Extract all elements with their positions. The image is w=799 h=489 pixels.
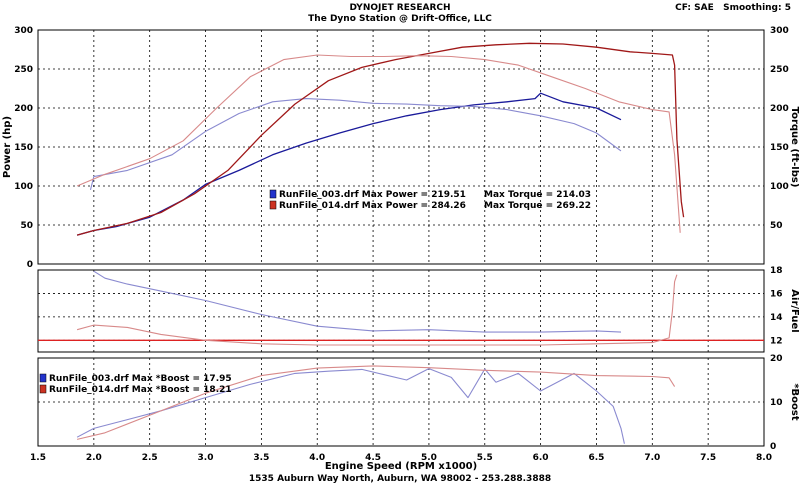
x-tick-label: 2.5 <box>142 453 158 463</box>
legend-swatch <box>39 384 47 394</box>
y-tick-right: 150 <box>770 143 789 153</box>
x-tick-label: 3.0 <box>198 453 214 463</box>
y-tick-right: 50 <box>770 221 783 231</box>
series-line <box>76 368 625 444</box>
legend-swatch <box>269 200 277 210</box>
legend-label: RunFile_014.drf Max Power = 284.26 <box>279 201 466 211</box>
y-tick-right: 18 <box>770 266 783 276</box>
x-tick-label: 1.5 <box>30 453 46 463</box>
y-tick-right: 10 <box>770 398 783 408</box>
plot-frame-air-fuel <box>37 269 765 353</box>
y-tick-left: 250 <box>14 65 33 75</box>
x-tick-label: 4.5 <box>365 453 381 463</box>
x-tick-label: 5.5 <box>477 453 493 463</box>
y-axis-label-left: Power (hp) <box>2 116 13 178</box>
x-tick-label: 7.0 <box>644 453 660 463</box>
series-line <box>76 365 676 440</box>
y-axis-label-right: *Boost <box>789 383 799 421</box>
y-tick-right: 20 <box>770 354 783 364</box>
settings-label: CF: SAE Smoothing: 5 <box>675 3 791 13</box>
series-line <box>93 270 622 333</box>
plot-frame-boost <box>37 357 765 447</box>
x-axis-label: Engine Speed (RPM x1000) <box>325 461 477 472</box>
y-tick-right: 300 <box>770 26 789 36</box>
series-line <box>89 98 622 191</box>
y-tick-left: 300 <box>14 26 33 36</box>
legend-swatch <box>39 373 47 383</box>
y-tick-left: 150 <box>14 143 33 153</box>
x-tick-label: 3.5 <box>253 453 269 463</box>
y-tick-right: 14 <box>770 313 783 323</box>
plot-frame-power-torque <box>37 29 765 265</box>
x-tick-label: 6.0 <box>533 453 549 463</box>
chart-title: DYNOJET RESEARCH <box>349 3 451 13</box>
legend-swatch <box>269 189 277 199</box>
x-tick-label: 5.0 <box>421 453 437 463</box>
x-tick-label: 8.0 <box>756 453 772 463</box>
y-tick-left: 0 <box>27 260 33 270</box>
series-line <box>76 42 685 236</box>
y-tick-right: 12 <box>770 336 783 346</box>
x-tick-label: 7.5 <box>700 453 716 463</box>
footer-address: 1535 Auburn Way North, Auburn, WA 98002 … <box>248 474 552 484</box>
series-line <box>76 274 678 346</box>
y-tick-right: 0 <box>770 442 776 452</box>
y-tick-right: 250 <box>770 65 789 75</box>
legend-label: RunFile_003.drf Max Power = 219.51 <box>279 190 466 200</box>
y-tick-right: 200 <box>770 104 789 114</box>
chart-subtitle: The Dyno Station @ Drift-Office, LLC <box>308 14 492 24</box>
y-tick-left: 200 <box>14 104 33 114</box>
y-tick-right: 100 <box>770 182 789 192</box>
legend-torque: Max Torque = 269.22 <box>484 201 591 211</box>
y-axis-label-right: Torque (ft-lbs) <box>789 107 799 188</box>
x-tick-label: 4.0 <box>309 453 325 463</box>
x-tick-label: 2.0 <box>86 453 102 463</box>
y-tick-left: 50 <box>20 221 33 231</box>
y-tick-left: 100 <box>14 182 33 192</box>
y-tick-right: 16 <box>770 289 783 299</box>
legend-label: RunFile_014.drf Max *Boost = 18.21 <box>49 385 232 395</box>
legend-torque: Max Torque = 214.03 <box>484 190 591 200</box>
series-line <box>76 54 681 233</box>
y-axis-label-right: Air/Fuel <box>789 289 799 332</box>
legend-label: RunFile_003.drf Max *Boost = 17.95 <box>49 374 232 384</box>
x-tick-label: 6.5 <box>588 453 604 463</box>
